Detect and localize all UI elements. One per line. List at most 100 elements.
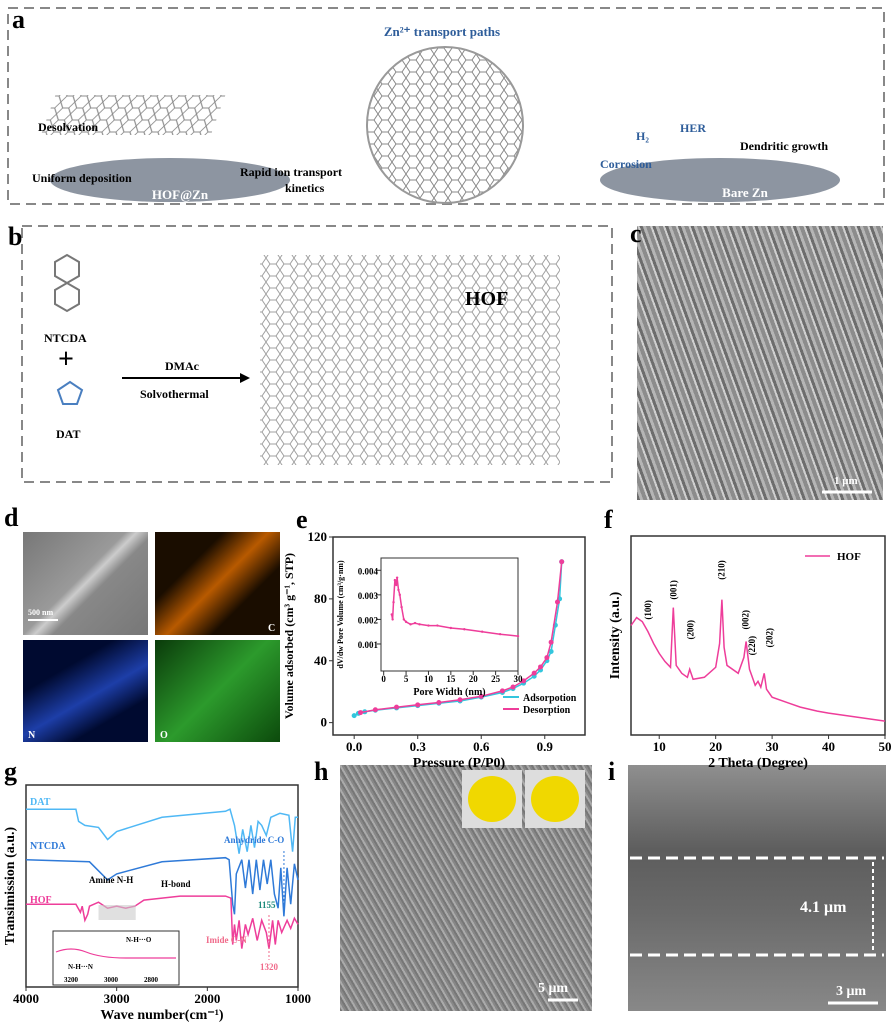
data-point [358, 710, 364, 716]
y-axis-label-e-inset: dV/dw Pore Volume (cm³/g·nm) [336, 560, 345, 669]
data-point [463, 628, 466, 631]
data-point [392, 601, 395, 604]
map-label-o: O [160, 730, 168, 741]
y-tick-label: 80 [314, 591, 327, 606]
label-barezn: Bare Zn [722, 185, 768, 200]
label-hof: HOF [465, 288, 508, 310]
data-point [449, 626, 453, 630]
data-point [510, 684, 516, 690]
x-tick-label: 30 [514, 674, 524, 684]
y-tick-label: 0.004 [358, 566, 379, 576]
y-tick-label: 0.001 [358, 640, 379, 650]
ntcda-molecule [54, 253, 80, 313]
peak-label: (210) [716, 560, 726, 580]
data-point [521, 678, 527, 684]
x-axis-label-g: Wave number(cm⁻¹) [100, 1008, 224, 1023]
x-tick-label: 10 [653, 739, 666, 754]
series-line-desorption [360, 561, 563, 714]
data-point [409, 623, 412, 626]
panel-label-b: b [8, 222, 22, 251]
series-line-hof [26, 895, 299, 949]
x-axis-label-e: Pressure (P/P0) [413, 756, 506, 771]
map-c [155, 532, 280, 635]
x-tick-label: 5 [404, 674, 409, 684]
panel-label-i: i [608, 757, 615, 786]
x-tick-label: 3000 [104, 991, 130, 1006]
annotation-1155: 1155 [258, 900, 276, 910]
panel-label-g: g [4, 757, 17, 786]
label-h2: H₂ [636, 129, 649, 143]
sem-image-d [23, 532, 148, 635]
barezn-disc [600, 158, 840, 202]
data-point [415, 702, 421, 708]
data-point [516, 634, 520, 638]
inset-label-nhn: N-H···N [68, 963, 93, 971]
sem-image-i [628, 765, 886, 1011]
x-tick-label: 1000 [285, 991, 311, 1006]
legend-label: HOF [837, 551, 861, 563]
data-point [559, 559, 565, 565]
data-point [548, 639, 554, 645]
label-rapid-2: kinetics [285, 181, 325, 195]
data-point [397, 588, 400, 592]
map-label-n: N [28, 730, 36, 741]
hofzn-disc [50, 158, 290, 202]
plot-area-e-inset [380, 557, 519, 672]
x-tick-label: 4000 [13, 991, 39, 1006]
label-uniform: Uniform deposition [32, 171, 132, 185]
photo-membrane-1 [462, 770, 522, 828]
x-tick-label: 20 [469, 674, 479, 684]
x-tick-label: 15 [446, 674, 456, 684]
label-her: HER [680, 121, 706, 135]
data-point [436, 624, 439, 627]
x-tick-label: 40 [822, 739, 835, 754]
peak-label: (002) [741, 610, 751, 630]
data-point [393, 578, 397, 582]
map-n [23, 640, 148, 742]
x-tick-label: 20 [709, 739, 722, 754]
inset-g-line [55, 948, 176, 959]
transport-title: Zn²⁺ transport paths [384, 24, 500, 39]
data-point [395, 583, 398, 587]
data-point [390, 613, 393, 616]
thickness-label: 4.1 μm [800, 899, 847, 916]
inset-label-nho: N-H···O [126, 936, 152, 944]
data-point [480, 630, 484, 633]
legend-label: Desorption [523, 705, 571, 716]
hof-layer [40, 95, 226, 135]
data-point [391, 618, 394, 621]
data-point [398, 593, 402, 597]
data-point [457, 697, 463, 703]
panel-label-c: c [630, 219, 642, 248]
annotation-hbond: H-bond [161, 879, 191, 889]
label-ntcda: NTCDA [44, 331, 87, 345]
plus-sign: + [58, 344, 74, 375]
annotation-1320: 1320 [260, 962, 279, 972]
x-tick-label: 2000 [194, 991, 220, 1006]
peak-label: (202) [764, 628, 774, 648]
data-point [478, 693, 484, 699]
scale-text-i: 3 μm [836, 984, 866, 999]
label-dmac: DMAc [165, 359, 200, 373]
data-point [498, 632, 502, 636]
zoom-region [98, 905, 136, 920]
arrow-head [240, 373, 250, 383]
peak-label: (220) [747, 636, 757, 656]
inset-x-tick: 2800 [144, 976, 159, 984]
data-point [554, 599, 560, 605]
photo-membrane-2 [525, 770, 585, 828]
sem-image-c [637, 226, 883, 500]
scale-text-d: 500 nm [28, 608, 53, 617]
data-point [499, 688, 505, 694]
data-point [400, 605, 403, 609]
x-tick-label: 30 [766, 739, 779, 754]
panel-label-h: h [314, 757, 329, 786]
legend-label: Adsorpotion [523, 693, 577, 704]
data-point [436, 700, 442, 706]
label-desolvation: Desolvation [38, 120, 98, 134]
label-dat: DAT [56, 427, 80, 441]
x-tick-label: 10 [424, 674, 434, 684]
y-tick-label: 120 [308, 529, 328, 544]
